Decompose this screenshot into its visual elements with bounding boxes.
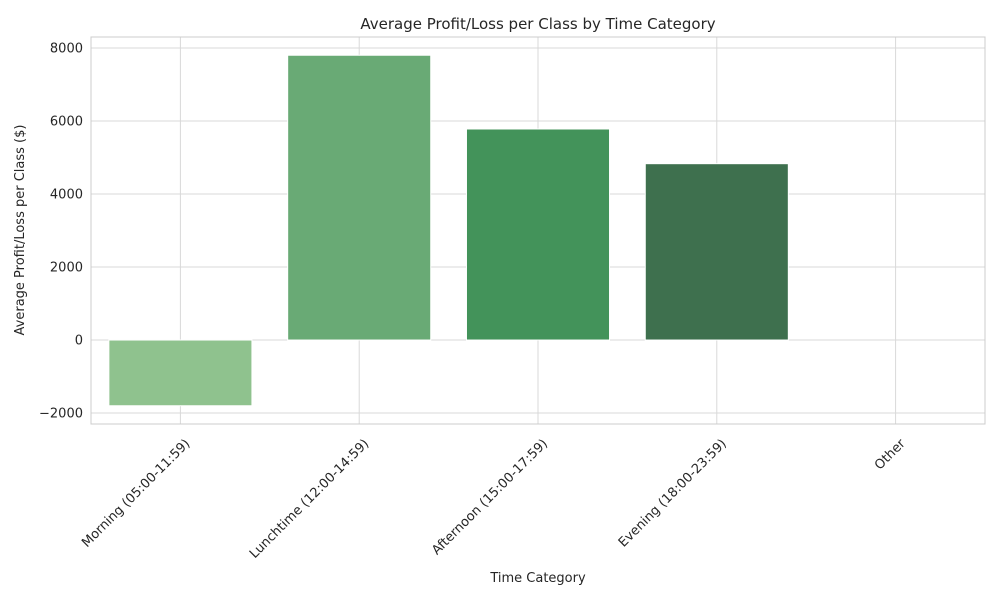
bar [108,339,253,407]
bar [287,54,432,341]
y-tick-label: 8000 [50,41,83,56]
chart-title: Average Profit/Loss per Class by Time Ca… [360,15,715,33]
y-tick-label: 0 [75,334,83,349]
y-axis-label: Average Profit/Loss per Class ($) [13,125,28,336]
bars [108,54,789,407]
x-tick-label: Afternoon (15:00-17:59) [429,436,551,558]
bar [644,163,789,341]
y-tick-label: 6000 [50,114,83,129]
y-tick-labels: −2000 0 2000 4000 6000 8000 [39,41,83,421]
x-tick-label: Evening (18:00-23:59) [616,436,730,550]
y-tick-label: 4000 [50,187,83,202]
y-tick-label: 2000 [50,261,83,276]
y-tick-label: −2000 [39,407,83,422]
x-tick-label: Lunchtime (12:00-14:59) [247,436,372,561]
x-tick-labels: Morning (05:00-11:59) Lunchtime (12:00-14… [79,436,909,562]
x-tick-label: Other [872,436,909,473]
x-tick-label: Morning (05:00-11:59) [79,436,193,550]
bar [465,128,611,341]
x-axis-label: Time Category [489,571,586,586]
plot-frame [90,36,986,425]
